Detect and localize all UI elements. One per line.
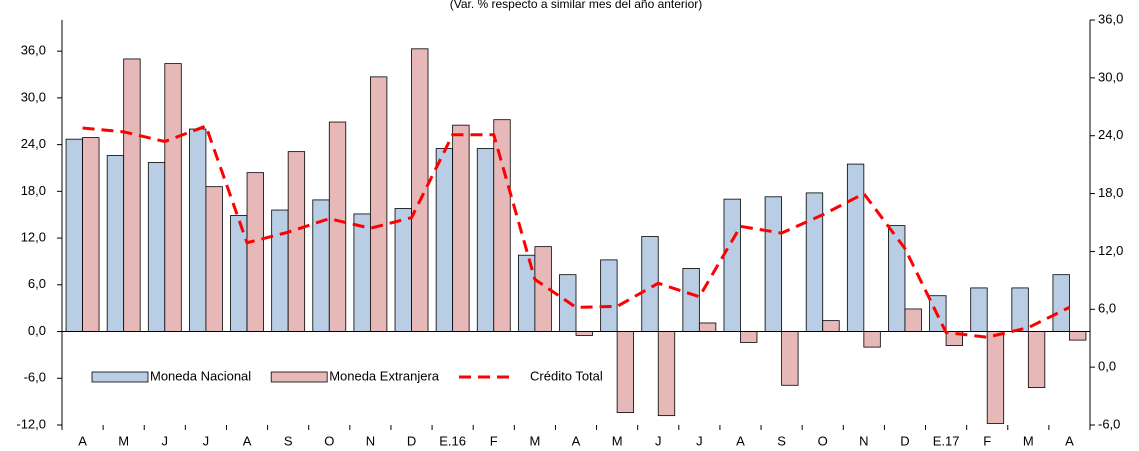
bar (65, 138, 83, 332)
y2-tick-label: 30,0 (1098, 69, 1123, 84)
x-tick-label: S (777, 433, 786, 448)
bar (82, 137, 100, 332)
bar (164, 63, 182, 332)
chart-title: (Var. % respecto a similar mes del año a… (450, 0, 703, 11)
bar (888, 225, 906, 332)
bar (147, 162, 166, 332)
legend-label: Moneda Extranjera (329, 368, 440, 383)
y-tick-label: -6,0 (24, 370, 46, 385)
bar (863, 331, 881, 348)
bar (230, 215, 248, 332)
legend-label: Crédito Total (530, 368, 603, 383)
bar (189, 128, 207, 332)
x-tick-label: F (490, 433, 498, 448)
x-tick-label: J (696, 433, 703, 448)
bar (805, 192, 824, 332)
bar (1052, 274, 1070, 332)
x-tick-label: D (407, 433, 416, 448)
x-tick-label: M (529, 433, 540, 448)
y2-tick-label: 12,0 (1098, 243, 1123, 258)
x-tick-label: F (983, 433, 991, 448)
y-tick-label: 18,0 (21, 183, 46, 198)
y2-tick-label: 6,0 (1098, 301, 1116, 316)
bar (1011, 287, 1029, 332)
bar (764, 196, 782, 332)
x-tick-label: J (162, 433, 169, 448)
x-tick-label: J (203, 433, 210, 448)
bar (846, 163, 865, 332)
y2-tick-label: -6,0 (1098, 416, 1120, 431)
bar (904, 308, 922, 332)
bar (353, 213, 371, 332)
bar (1069, 331, 1087, 341)
y2-tick-label: 24,0 (1098, 127, 1123, 142)
x-tick-label: M (1023, 433, 1034, 448)
y-tick-label: 30,0 (21, 89, 46, 104)
bar (740, 331, 758, 343)
bar (205, 186, 223, 332)
y2-tick-label: 0,0 (1098, 359, 1116, 374)
bar (287, 151, 306, 332)
y-tick-label: 36,0 (21, 43, 46, 58)
x-tick-label: A (243, 433, 252, 448)
bar (781, 331, 799, 386)
bar (493, 119, 511, 332)
bar (369, 76, 388, 332)
legend-swatch (270, 371, 328, 383)
x-tick-label: N (366, 433, 375, 448)
bar (986, 331, 1005, 424)
bar (411, 48, 429, 332)
bar (476, 148, 495, 332)
bar (328, 121, 347, 332)
x-tick-label: A (736, 433, 745, 448)
bar (657, 331, 676, 417)
x-tick-label: M (118, 433, 129, 448)
x-tick-label: M (612, 433, 623, 448)
bar (271, 209, 289, 332)
x-tick-label: J (655, 433, 662, 448)
y-tick-label: 6,0 (28, 276, 46, 291)
y-tick-label: 12,0 (21, 230, 46, 245)
bar (970, 287, 988, 332)
legend-label: Moneda Nacional (150, 368, 251, 383)
y-tick-label: 0,0 (28, 323, 46, 338)
bar (123, 58, 141, 332)
x-tick-label: S (284, 433, 293, 448)
legend-swatch (91, 371, 149, 383)
y-tick-label: -12,0 (16, 416, 46, 431)
x-tick-label: N (859, 433, 868, 448)
bar (698, 322, 717, 332)
bar (106, 155, 125, 332)
x-tick-label: A (78, 433, 87, 448)
x-tick-label: E.17 (933, 433, 960, 448)
x-tick-label: D (900, 433, 909, 448)
bar (246, 172, 264, 332)
bar (1027, 331, 1046, 389)
bar (616, 331, 635, 413)
x-tick-label: E.16 (439, 433, 466, 448)
bar (435, 148, 454, 332)
bar (822, 320, 840, 332)
y2-tick-label: 36,0 (1098, 11, 1123, 26)
x-tick-label: A (572, 433, 581, 448)
x-tick-label: A (1065, 433, 1074, 448)
bar (600, 259, 618, 332)
bar (394, 208, 412, 332)
bar (723, 198, 741, 332)
x-tick-label: O (818, 433, 828, 448)
y2-tick-label: 18,0 (1098, 185, 1123, 200)
x-tick-label: O (324, 433, 334, 448)
y-tick-label: 24,0 (21, 136, 46, 151)
bar (575, 331, 593, 336)
bar (452, 124, 470, 332)
bar (682, 268, 700, 332)
line (82, 124, 1071, 339)
